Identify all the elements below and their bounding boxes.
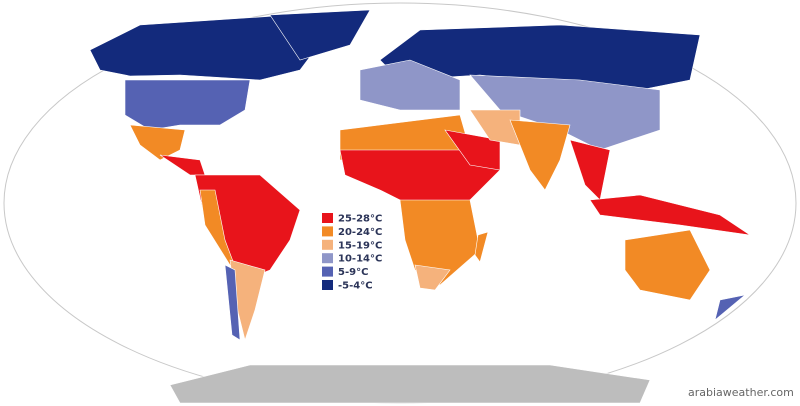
legend-swatch bbox=[322, 213, 333, 223]
watermark-box bbox=[684, 384, 796, 402]
legend-label: 15-19°C bbox=[338, 240, 382, 251]
land bbox=[89, 9, 751, 404]
legend-swatch bbox=[322, 239, 333, 250]
legend-label: 25-28°C bbox=[338, 214, 382, 225]
legend-label: 10-14°C bbox=[338, 254, 382, 265]
legend-label: 20-24°C bbox=[338, 227, 382, 238]
legend-swatch bbox=[322, 280, 333, 290]
legend-label: 5-9°C bbox=[338, 267, 368, 278]
legend-swatch bbox=[322, 253, 333, 264]
legend-swatch bbox=[322, 226, 333, 237]
legend-label: -5-4°C bbox=[338, 281, 373, 292]
watermark: arabiaweather.com bbox=[688, 386, 794, 399]
legend-swatch bbox=[322, 266, 333, 277]
legend: 25-28°C 20-24°C 15-19°C 10-14°C 5-9°C -5-4°C bbox=[322, 213, 382, 292]
